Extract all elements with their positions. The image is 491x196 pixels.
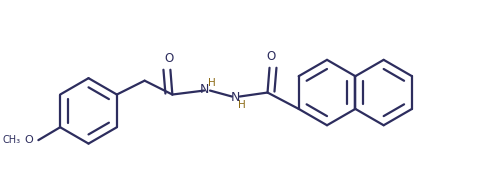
Text: N: N xyxy=(231,91,241,104)
Text: O: O xyxy=(165,52,174,65)
Text: CH₃: CH₃ xyxy=(2,135,21,145)
Text: N: N xyxy=(199,83,209,96)
Text: O: O xyxy=(25,135,33,145)
Text: H: H xyxy=(238,100,246,110)
Text: H: H xyxy=(208,78,216,88)
Text: O: O xyxy=(266,50,275,63)
